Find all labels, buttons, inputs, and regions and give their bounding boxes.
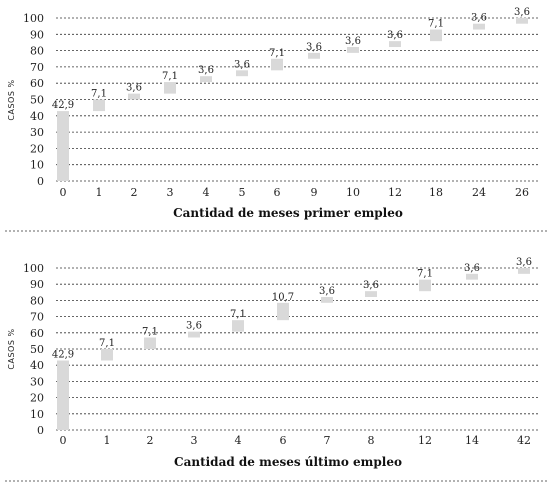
bar bbox=[419, 279, 431, 292]
y-tick-label: 40 bbox=[30, 110, 44, 123]
y-tick-label: 90 bbox=[30, 278, 44, 291]
x-tick-label: 24 bbox=[472, 186, 486, 199]
y-tick-label: 0 bbox=[37, 175, 44, 188]
bar bbox=[321, 296, 333, 303]
bar bbox=[164, 82, 176, 94]
x-tick-label: 3 bbox=[167, 186, 174, 199]
data-label: 3,6 bbox=[345, 36, 361, 47]
bar bbox=[200, 76, 212, 83]
x-tick-label: 1 bbox=[104, 434, 111, 447]
data-label: 7,1 bbox=[91, 89, 107, 100]
data-label: 3,6 bbox=[516, 257, 532, 268]
x-tick-label: 9 bbox=[311, 186, 318, 199]
y-tick-label: 70 bbox=[30, 311, 44, 324]
y-tick-label: 80 bbox=[30, 294, 44, 307]
y-tick-label: 30 bbox=[30, 126, 44, 139]
x-tick-label: 26 bbox=[515, 186, 529, 199]
y-tick-label: 90 bbox=[30, 28, 44, 41]
x-tick-label: 0 bbox=[60, 186, 67, 199]
data-label: 3,6 bbox=[363, 280, 379, 291]
x-tick-label: 3 bbox=[191, 434, 198, 447]
data-label: 7,1 bbox=[162, 71, 178, 82]
y-tick-label: 70 bbox=[30, 61, 44, 74]
data-label: 3,6 bbox=[387, 30, 403, 41]
y-tick-label: 60 bbox=[30, 327, 44, 340]
x-axis-title: Cantidad de meses primer empleo bbox=[173, 206, 403, 220]
data-label: 3,6 bbox=[126, 83, 142, 94]
x-tick-label: 0 bbox=[60, 434, 67, 447]
y-tick-label: 10 bbox=[30, 159, 44, 172]
data-label: 3,6 bbox=[319, 286, 335, 297]
y-tick-label: 30 bbox=[30, 375, 44, 388]
bar bbox=[308, 52, 320, 59]
y-tick-label: 50 bbox=[30, 343, 44, 356]
data-label: 3,6 bbox=[198, 65, 214, 76]
x-tick-label: 2 bbox=[147, 434, 154, 447]
data-label: 42,9 bbox=[52, 350, 74, 361]
y-tick-label: 100 bbox=[23, 12, 44, 25]
x-tick-label: 5 bbox=[239, 186, 246, 199]
data-label: 7,1 bbox=[99, 338, 115, 349]
bar bbox=[101, 349, 113, 361]
x-tick-label: 14 bbox=[465, 434, 479, 447]
data-label: 7,1 bbox=[269, 48, 285, 59]
bar bbox=[430, 29, 442, 42]
bar bbox=[347, 47, 359, 53]
x-tick-label: 12 bbox=[388, 186, 402, 199]
data-label: 42,9 bbox=[52, 100, 74, 111]
y-tick-label: 20 bbox=[30, 142, 44, 155]
data-label: 10,7 bbox=[272, 292, 294, 303]
data-label: 7,1 bbox=[230, 309, 246, 320]
bar bbox=[236, 70, 248, 77]
data-label: 3,6 bbox=[306, 42, 322, 53]
y-axis-title: CASOS % bbox=[7, 328, 16, 369]
data-label: 7,1 bbox=[142, 326, 158, 337]
x-tick-label: 2 bbox=[131, 186, 138, 199]
x-tick-label: 12 bbox=[418, 434, 432, 447]
data-label: 3,6 bbox=[514, 7, 530, 18]
data-label: 3,6 bbox=[471, 13, 487, 24]
bar bbox=[271, 58, 283, 71]
y-tick-label: 20 bbox=[30, 392, 44, 405]
bar bbox=[57, 111, 69, 181]
bar bbox=[466, 273, 478, 280]
data-label: 3,6 bbox=[464, 263, 480, 274]
y-tick-label: 50 bbox=[30, 94, 44, 107]
bar bbox=[232, 320, 244, 332]
x-tick-label: 4 bbox=[235, 434, 242, 447]
y-axis-title: CASOS % bbox=[7, 79, 16, 120]
y-tick-label: 80 bbox=[30, 45, 44, 58]
bar bbox=[389, 41, 401, 48]
x-axis-title: Cantidad de meses último empleo bbox=[174, 455, 402, 469]
data-label: 3,6 bbox=[186, 321, 202, 332]
x-tick-label: 42 bbox=[517, 434, 531, 447]
bar bbox=[188, 331, 200, 338]
data-label: 7,1 bbox=[428, 19, 444, 30]
y-tick-label: 40 bbox=[30, 359, 44, 372]
x-tick-label: 7 bbox=[324, 434, 331, 447]
bar bbox=[473, 23, 485, 30]
bar bbox=[516, 17, 528, 24]
y-tick-label: 100 bbox=[23, 262, 44, 275]
bar bbox=[93, 99, 105, 112]
bar bbox=[518, 268, 530, 274]
x-tick-label: 6 bbox=[280, 434, 287, 447]
data-label: 3,6 bbox=[234, 59, 250, 70]
bar bbox=[144, 337, 156, 349]
x-tick-label: 6 bbox=[274, 186, 281, 199]
x-tick-label: 1 bbox=[96, 186, 103, 199]
bar bbox=[277, 302, 289, 321]
x-tick-label: 4 bbox=[203, 186, 210, 199]
y-tick-label: 60 bbox=[30, 77, 44, 90]
data-label: 7,1 bbox=[417, 269, 433, 280]
x-tick-label: 18 bbox=[429, 186, 443, 199]
bar bbox=[128, 93, 140, 100]
bar bbox=[365, 291, 377, 297]
x-tick-label: 8 bbox=[368, 434, 375, 447]
y-tick-label: 0 bbox=[37, 424, 44, 437]
y-tick-label: 10 bbox=[30, 408, 44, 421]
x-tick-label: 10 bbox=[346, 186, 360, 199]
bar bbox=[57, 360, 69, 430]
